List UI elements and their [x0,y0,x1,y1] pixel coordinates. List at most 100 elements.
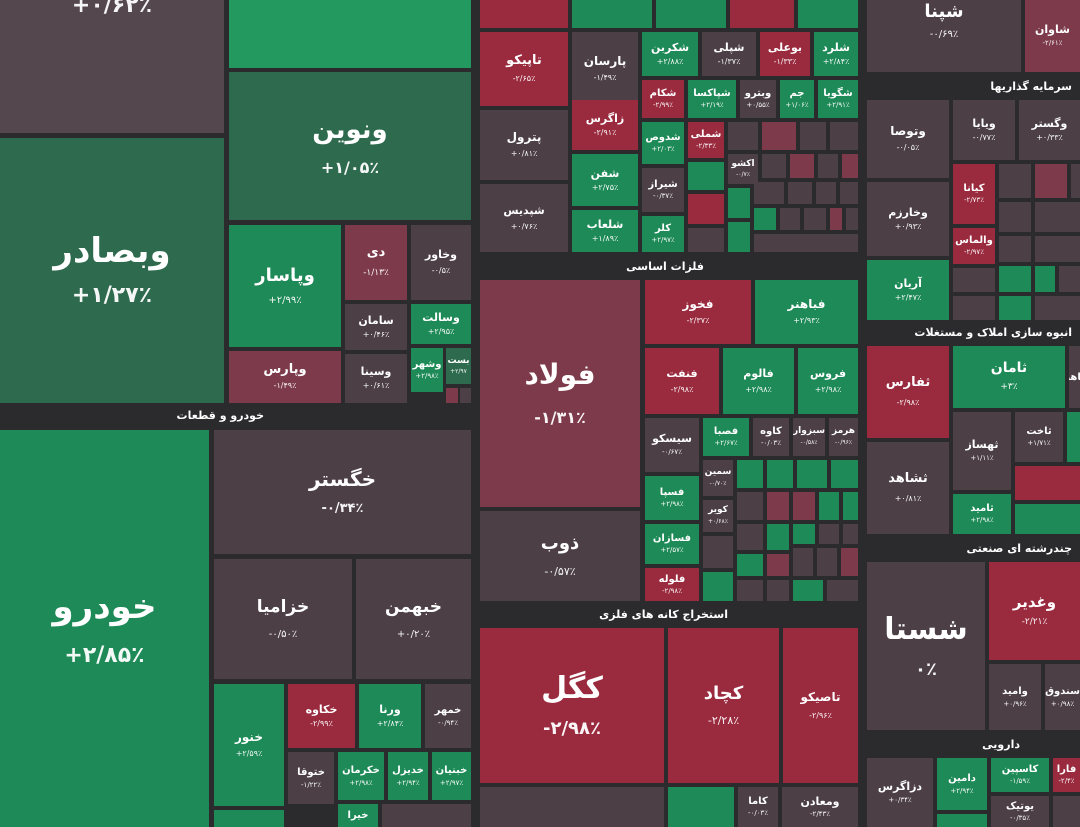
tile-small[interactable] [846,208,858,230]
tile-small[interactable] [214,810,284,827]
tile-shepaksa[interactable]: شپاکسا +۲/۱۹٪ [688,80,736,118]
tile-fbahonar[interactable]: فباهنر +۲/۹۳٪ [755,280,858,344]
tile-hormoz[interactable]: هرمز -۰/۹۶٪ [829,418,858,456]
tile[interactable] [229,0,471,68]
tile-small[interactable] [841,548,858,576]
tile-samin[interactable]: سمین -۰/۷۰٪ [703,460,733,496]
tile-sisko[interactable]: سیسکو -۰/۶۷٪ [645,418,699,472]
tile-khbahman[interactable]: خبهمن +۰/۲۰٪ [356,559,471,679]
tile-vmaaden[interactable]: ومعادن -۲/۴۳٪ [782,787,858,827]
tile-zob[interactable]: ذوب -۰/۵۷٪ [480,511,640,601]
tile-small[interactable] [1035,296,1080,320]
tile-small[interactable] [953,296,995,320]
tile-small[interactable] [688,228,724,252]
tile-small[interactable] [830,122,858,150]
tile-vkharazm[interactable]: وخارزم +۰/۹۳٪ [867,182,949,256]
tile-khkaveh[interactable]: خکاوه -۲/۹۹٪ [288,684,355,748]
tile-khodro[interactable]: خودرو +۲/۸۵٪ [0,430,209,827]
tile-small[interactable] [728,122,758,150]
tile-vkhavar[interactable]: وخاور -۰/۵٪ [411,225,471,300]
tile-small[interactable] [737,492,763,520]
tile-small[interactable] [737,524,763,550]
tile-small[interactable] [780,208,800,230]
tile-kaveh[interactable]: کاوه -۰/۰۳٪ [753,418,789,456]
tile-small[interactable] [767,580,789,601]
tile-damin[interactable]: دامین +۲/۹۴٪ [937,758,987,810]
tile-shasta[interactable]: شستا ۰٪ [867,562,985,730]
tile-small[interactable] [762,154,786,178]
tile-small[interactable] [793,492,815,520]
tile-shefan[interactable]: شفن +۲/۷۵٪ [572,154,638,206]
tile-fnaft[interactable]: فنفت -۲/۹۸٪ [645,348,719,414]
tile-vbetro[interactable]: وبترو +۰/۵۵٪ [740,80,776,118]
tile-shemli[interactable]: شملی -۲/۳۳٪ [688,122,724,158]
tile-feloleh[interactable]: فلوله -۲/۹۸٪ [645,568,699,601]
tile-fesazan[interactable]: فسازان +۲/۵۷٪ [645,524,699,564]
tile-sehsaz[interactable]: ثهساز +۱/۱۱٪ [953,412,1011,490]
tile[interactable]: +۰/۶۲٪ [0,0,224,133]
tile-small[interactable] [788,182,812,204]
tile-small[interactable] [817,548,837,576]
tile-small[interactable] [842,154,858,178]
tile-small[interactable] [737,460,763,488]
tile-small[interactable] [831,460,858,488]
tile-sandoogh[interactable]: سندوق +۰/۹۸٪ [1045,664,1080,730]
tile-bast[interactable]: بست +۲/۹۷ [446,348,471,384]
tile-small[interactable] [767,492,789,520]
tile-vghadir[interactable]: وغدیر -۲/۲۱٪ [989,562,1080,660]
tile-small[interactable] [999,296,1031,320]
tile-small[interactable] [1035,164,1067,198]
tile-fara[interactable]: فارا -۲/۴٪ [1053,758,1080,792]
tile-small[interactable] [843,524,858,544]
tile-arian[interactable]: آریان +۲/۴۷٪ [867,260,949,320]
tile-small[interactable] [790,154,814,178]
tile-seshahed[interactable]: ثشاهد +۰/۸۱٪ [867,442,949,534]
tile-kavir[interactable]: کویر +۰/۶۸٪ [703,500,733,532]
tile-small[interactable] [668,787,734,827]
tile-small[interactable] [800,122,826,150]
tile-khkerman[interactable]: خکرمان +۲/۹۸٪ [338,752,384,800]
tile-small[interactable] [793,548,813,576]
tile-vyaya[interactable]: ویایا -۰/۷۷٪ [953,100,1015,160]
tile-small[interactable] [1071,164,1080,198]
tile-small[interactable] [460,388,471,403]
tile[interactable] [730,0,794,28]
tile-kolor[interactable]: کلر +۲/۹۷٪ [642,216,684,252]
tile-small[interactable] [793,580,823,601]
tile-shapli[interactable]: شپلی -۱/۳۷٪ [702,32,756,76]
tile-vomid[interactable]: وامید +۰/۹۶٪ [989,664,1041,730]
tile-small[interactable] [446,388,458,403]
tile-tasiko[interactable]: تاصیکو -۲/۹۶٪ [783,628,858,783]
tile-kechad[interactable]: کچاد -۲/۲۸٪ [668,628,779,783]
tile-tapiko[interactable]: تاپیکو -۲/۶۵٪ [480,32,568,106]
tile-khdizel[interactable]: خدیزل +۲/۹۴٪ [388,752,428,800]
tile-small[interactable] [767,524,789,550]
tile-khgostar[interactable]: خگستر -۰/۳۴٪ [214,430,471,554]
tile-shedos[interactable]: شدوص +۲/۰۳٪ [642,122,684,164]
tile-foros[interactable]: فروس +۲/۹۸٪ [798,348,858,414]
tile-small[interactable] [754,234,858,252]
tile-sefars[interactable]: ثفارس -۲/۹۸٪ [867,346,949,438]
tile-foolad[interactable]: فولاد -۱/۳۱٪ [480,280,640,507]
tile-small[interactable] [797,460,827,488]
tile-small[interactable] [1035,236,1080,262]
tile-kama[interactable]: کاما -۰/۰۳٪ [738,787,778,827]
tile-fespa[interactable]: فسپا +۲/۹۸٪ [645,476,699,520]
tile-khtoogha[interactable]: ختوقا -۱/۲۲٪ [288,752,334,804]
tile-fkhooz[interactable]: فخوز -۲/۳۷٪ [645,280,751,344]
tile-jam[interactable]: جم +۱/۰۶٪ [780,80,814,118]
tile-boali[interactable]: بوعلی -۱/۳۳٪ [760,32,810,76]
tile-parsan[interactable]: پارسان -۱/۴۹٪ [572,32,638,106]
tile-small[interactable] [1067,412,1080,462]
tile-small[interactable] [999,266,1031,292]
tile-small[interactable] [737,554,763,576]
tile-small[interactable] [728,222,750,252]
tile-small[interactable] [1035,202,1080,232]
tile-valmas[interactable]: والماس -۲/۹۷٪ [953,228,995,264]
tile-vpars[interactable]: وپارس -۱/۴۹٪ [229,351,341,403]
tile-small[interactable] [953,268,995,292]
tile-small[interactable] [793,524,815,544]
tile-dzagros[interactable]: دزاگرس +۰/۳۴٪ [867,758,933,827]
tile-shepdis[interactable]: شپدیس +۰/۷۶٪ [480,184,568,252]
tile-shelab[interactable]: شلعاب +۱/۸۹٪ [572,210,638,252]
